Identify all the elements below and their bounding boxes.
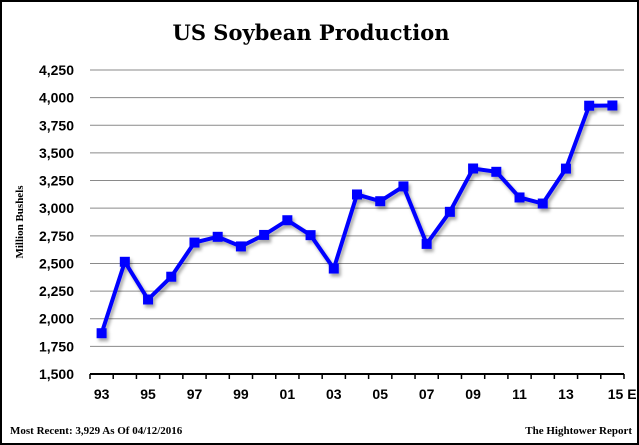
data-point-marker (352, 189, 362, 200)
data-point-marker (607, 100, 618, 111)
data-point-marker (514, 192, 525, 203)
data-point-marker (235, 241, 246, 252)
y-tick-label: 3,250 (39, 173, 74, 189)
data-point-marker (143, 294, 154, 305)
data-point-marker (212, 231, 223, 242)
y-tick-label: 3,750 (39, 117, 74, 133)
data-point-marker (166, 271, 177, 282)
chart-title: US Soybean Production (173, 20, 450, 45)
x-axis: 93 95 97 99 01 03 05 07 09 11 13 15 Est (89, 373, 639, 402)
footer-source: The Hightower Report (525, 425, 632, 437)
y-tick-label: 3,500 (39, 145, 74, 161)
y-tick-label: 3,000 (39, 200, 74, 216)
x-tick-label: 99 (233, 386, 249, 402)
gridlines (90, 69, 624, 347)
y-tick-label: 2,750 (39, 228, 74, 244)
y-tick-label: 2,500 (39, 255, 74, 271)
data-point-marker (398, 181, 409, 192)
data-point-marker (468, 163, 479, 174)
data-point-marker (560, 163, 571, 174)
data-point-marker (584, 100, 595, 111)
x-tick-label: 11 (512, 386, 527, 402)
data-point-marker (375, 196, 386, 207)
data-point-marker (444, 206, 455, 217)
data-point-marker (421, 238, 432, 249)
x-tick-label: 15 Est (608, 386, 639, 402)
x-tick-label: 05 (372, 386, 388, 402)
y-tick-label: 2,250 (39, 283, 74, 299)
x-tick-label: 97 (187, 386, 203, 402)
y-tick-label: 4,250 (39, 62, 74, 78)
data-point-marker (282, 215, 293, 226)
data-point-marker (119, 256, 130, 267)
y-tick-label: 2,000 (39, 311, 74, 327)
y-tick-label: 1,500 (39, 366, 74, 382)
x-tick-label: 07 (419, 386, 435, 402)
data-point-marker (537, 198, 548, 209)
data-point-marker (328, 263, 339, 274)
x-tick-label: 01 (280, 386, 296, 402)
x-tick-label: 09 (465, 386, 481, 402)
x-tick-label: 03 (326, 386, 342, 402)
y-axis-label: Million Bushels (14, 185, 26, 259)
footer-most-recent: Most Recent: 3,929 As Of 04/12/2016 (10, 425, 183, 437)
x-tick-label: 13 (558, 386, 574, 402)
series-line (99, 103, 613, 334)
y-axis-ticks: 1,500 1,750 2,000 2,250 2,500 2,750 3,000 3,250… (39, 62, 74, 382)
x-tick-label: 95 (140, 386, 156, 402)
series-group (96, 100, 618, 339)
data-point-marker (491, 166, 502, 177)
data-point-marker (96, 328, 107, 339)
data-point-marker (305, 230, 316, 241)
y-tick-label: 4,000 (39, 90, 74, 106)
x-tick-label: 93 (94, 386, 110, 402)
y-tick-label: 1,750 (39, 338, 74, 354)
data-point-marker (189, 237, 200, 248)
data-point-marker (259, 229, 270, 240)
